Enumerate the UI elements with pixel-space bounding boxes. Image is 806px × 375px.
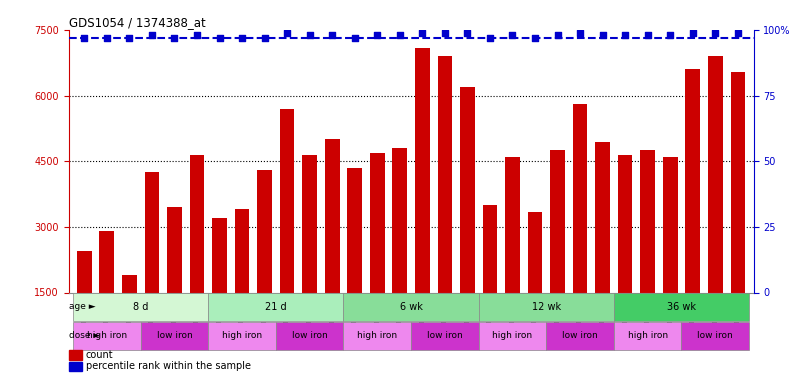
Text: count: count bbox=[85, 350, 114, 360]
Bar bbox=[682, 322, 749, 350]
Bar bbox=[77, 251, 92, 358]
Text: dose ►: dose ► bbox=[69, 332, 100, 340]
Point bbox=[371, 32, 384, 38]
Bar bbox=[573, 104, 588, 358]
Point bbox=[123, 35, 135, 41]
Bar bbox=[257, 170, 272, 358]
Text: high iron: high iron bbox=[492, 332, 533, 340]
Bar bbox=[528, 211, 542, 358]
Bar bbox=[663, 157, 678, 358]
Text: percentile rank within the sample: percentile rank within the sample bbox=[85, 362, 251, 371]
Point bbox=[348, 35, 361, 41]
Bar bbox=[343, 322, 411, 350]
Point bbox=[484, 35, 496, 41]
Bar bbox=[483, 205, 497, 358]
Bar bbox=[208, 293, 343, 321]
Bar bbox=[730, 72, 746, 358]
Bar bbox=[596, 142, 610, 358]
Bar bbox=[302, 154, 317, 358]
Bar bbox=[438, 56, 452, 358]
Point bbox=[78, 35, 91, 41]
Bar bbox=[208, 322, 276, 350]
Point bbox=[101, 35, 114, 41]
Point bbox=[235, 35, 248, 41]
Bar bbox=[280, 109, 294, 358]
Point bbox=[145, 32, 158, 38]
Bar bbox=[122, 275, 137, 358]
Point bbox=[574, 30, 587, 36]
Text: high iron: high iron bbox=[222, 332, 262, 340]
Text: low iron: low iron bbox=[427, 332, 463, 340]
Bar bbox=[343, 293, 479, 321]
Bar bbox=[69, 362, 82, 371]
Point bbox=[642, 32, 654, 38]
Text: low iron: low iron bbox=[563, 332, 598, 340]
Bar bbox=[479, 322, 546, 350]
Bar bbox=[276, 322, 343, 350]
Bar bbox=[550, 150, 565, 358]
Point bbox=[708, 30, 721, 36]
Bar bbox=[393, 148, 407, 358]
Point bbox=[687, 30, 700, 36]
Point bbox=[664, 32, 677, 38]
Bar bbox=[708, 56, 723, 358]
Point bbox=[506, 32, 519, 38]
Text: 6 wk: 6 wk bbox=[400, 302, 422, 312]
Point bbox=[258, 35, 271, 41]
Text: 36 wk: 36 wk bbox=[667, 302, 696, 312]
Text: GDS1054 / 1374388_at: GDS1054 / 1374388_at bbox=[69, 16, 206, 29]
Bar bbox=[140, 322, 208, 350]
Text: age ►: age ► bbox=[69, 303, 96, 311]
Point bbox=[529, 35, 542, 41]
Bar bbox=[505, 157, 520, 358]
Bar bbox=[546, 322, 614, 350]
Bar bbox=[99, 231, 114, 358]
Bar bbox=[235, 209, 249, 358]
Text: high iron: high iron bbox=[628, 332, 667, 340]
Bar bbox=[460, 87, 475, 358]
Text: 8 d: 8 d bbox=[133, 302, 148, 312]
Point bbox=[168, 35, 181, 41]
Point bbox=[303, 32, 316, 38]
Bar bbox=[73, 293, 208, 321]
Bar bbox=[411, 322, 479, 350]
Text: low iron: low iron bbox=[156, 332, 193, 340]
Text: low iron: low iron bbox=[292, 332, 327, 340]
Bar bbox=[167, 207, 182, 358]
Bar bbox=[479, 293, 614, 321]
Point bbox=[731, 30, 744, 36]
Point bbox=[596, 32, 609, 38]
Bar bbox=[144, 172, 160, 358]
Bar bbox=[69, 350, 82, 360]
Bar bbox=[325, 140, 339, 358]
Point bbox=[461, 30, 474, 36]
Text: high iron: high iron bbox=[87, 332, 127, 340]
Point bbox=[190, 32, 203, 38]
Point bbox=[213, 35, 226, 41]
Bar bbox=[614, 322, 682, 350]
Bar bbox=[347, 168, 362, 358]
Bar bbox=[212, 218, 226, 358]
Bar bbox=[685, 69, 700, 358]
Point bbox=[280, 30, 293, 36]
Bar bbox=[370, 153, 384, 358]
Text: 12 wk: 12 wk bbox=[532, 302, 561, 312]
Bar bbox=[189, 154, 204, 358]
Text: low iron: low iron bbox=[697, 332, 733, 340]
Bar bbox=[618, 154, 633, 358]
Point bbox=[416, 30, 429, 36]
Point bbox=[438, 30, 451, 36]
Point bbox=[326, 32, 339, 38]
Bar bbox=[73, 322, 140, 350]
Bar bbox=[614, 293, 749, 321]
Point bbox=[393, 32, 406, 38]
Bar bbox=[415, 48, 430, 358]
Point bbox=[619, 32, 632, 38]
Bar bbox=[640, 150, 655, 358]
Point bbox=[551, 32, 564, 38]
Text: 21 d: 21 d bbox=[265, 302, 287, 312]
Text: high iron: high iron bbox=[357, 332, 397, 340]
